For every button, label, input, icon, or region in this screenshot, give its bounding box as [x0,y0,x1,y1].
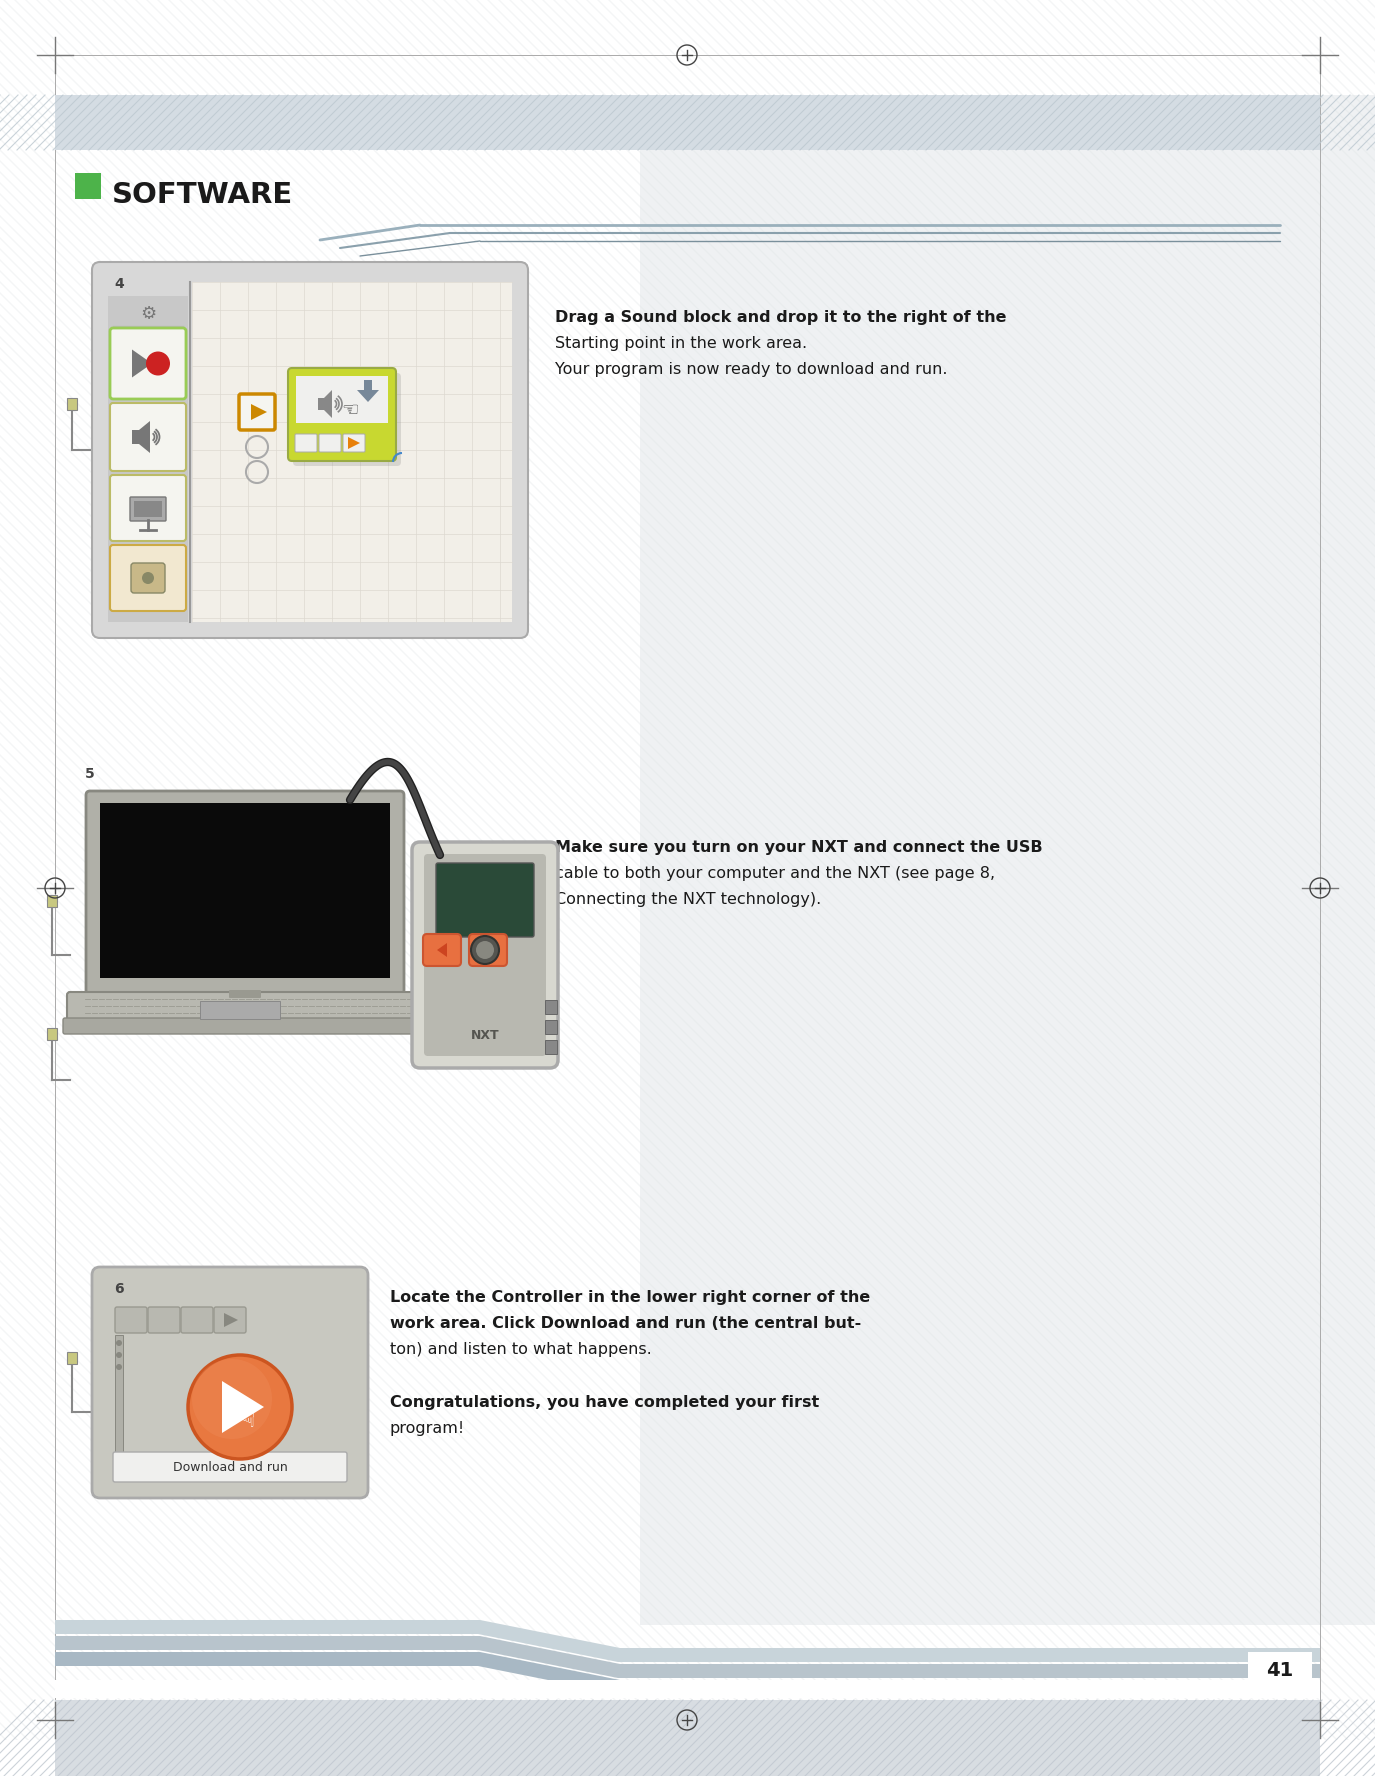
Bar [76,172,100,199]
Text: ☜: ☜ [341,401,359,419]
FancyBboxPatch shape [110,403,186,471]
Polygon shape [221,1382,264,1433]
Text: Starting point in the work area.: Starting point in the work area. [556,336,807,352]
Bar [193,282,512,622]
Text: 6: 6 [114,1282,124,1296]
FancyBboxPatch shape [436,863,534,938]
Text: 41: 41 [1266,1661,1294,1680]
Bar [47,895,56,908]
FancyBboxPatch shape [319,433,341,453]
FancyBboxPatch shape [92,1266,368,1497]
Bar [296,377,388,423]
FancyBboxPatch shape [182,1307,213,1334]
Polygon shape [132,350,153,378]
FancyBboxPatch shape [287,368,396,462]
Polygon shape [132,421,150,453]
Text: NXT: NXT [470,1028,499,1041]
Text: Drag a Sound block and drop it to the right of the: Drag a Sound block and drop it to the ri… [556,311,1006,325]
Bar [544,1000,557,1014]
FancyBboxPatch shape [110,329,186,400]
FancyBboxPatch shape [239,394,275,430]
FancyBboxPatch shape [110,545,186,611]
Circle shape [142,572,154,584]
Bar [0,1740,1375,1776]
FancyBboxPatch shape [296,433,318,453]
FancyBboxPatch shape [424,934,461,966]
FancyBboxPatch shape [412,842,558,1067]
Text: Make sure you turn on your NXT and connect the USB: Make sure you turn on your NXT and conne… [556,840,1042,854]
Polygon shape [55,1652,1320,1694]
Polygon shape [348,437,360,449]
FancyBboxPatch shape [424,854,546,1057]
Bar [199,1002,280,1019]
Bar [47,1028,56,1041]
Circle shape [116,1364,122,1369]
FancyBboxPatch shape [113,1453,346,1481]
Polygon shape [252,403,267,419]
Circle shape [476,941,494,959]
Text: Locate the Controller in the lower right corner of the: Locate the Controller in the lower right… [390,1289,870,1305]
Text: Download and run: Download and run [173,1460,287,1474]
Bar [109,297,188,622]
Bar [116,1336,122,1463]
Text: work area. Click Download and run (the central but-: work area. Click Download and run (the c… [390,1316,861,1330]
Text: ☟: ☟ [241,1410,254,1431]
Text: 5: 5 [85,767,95,781]
FancyBboxPatch shape [131,497,166,520]
Text: cable to both your computer and the NXT (see page 8,: cable to both your computer and the NXT … [556,867,996,881]
Polygon shape [55,1636,1320,1678]
Bar [1248,1652,1312,1684]
FancyBboxPatch shape [110,474,186,542]
Bar [55,94,1320,149]
Circle shape [188,1355,292,1460]
Polygon shape [318,391,331,417]
FancyBboxPatch shape [214,1307,246,1334]
FancyBboxPatch shape [131,563,165,593]
Circle shape [193,1359,272,1439]
Circle shape [116,1341,122,1346]
Circle shape [472,936,499,964]
Text: ton) and listen to what happens.: ton) and listen to what happens. [390,1343,652,1357]
Text: SOFTWARE: SOFTWARE [111,181,293,210]
Polygon shape [358,380,380,401]
Text: Connecting the NXT technology).: Connecting the NXT technology). [556,892,821,908]
Bar [544,1019,557,1034]
FancyBboxPatch shape [469,934,507,966]
Bar [55,1680,1320,1698]
Bar [544,1041,557,1053]
Circle shape [116,1352,122,1359]
FancyBboxPatch shape [116,1307,147,1334]
Bar [67,1352,77,1364]
Bar [133,501,162,517]
Text: 4: 4 [114,277,124,291]
FancyBboxPatch shape [92,263,528,638]
Polygon shape [55,1620,1320,1662]
Text: ⚙: ⚙ [140,305,155,323]
FancyBboxPatch shape [67,993,433,1027]
FancyBboxPatch shape [87,790,404,995]
FancyBboxPatch shape [63,1018,437,1034]
Bar [639,94,1375,1625]
Polygon shape [224,1312,238,1327]
Bar [67,398,77,410]
FancyBboxPatch shape [230,989,261,998]
Circle shape [146,352,170,375]
FancyBboxPatch shape [293,373,402,465]
FancyBboxPatch shape [342,433,364,453]
Polygon shape [437,943,447,957]
Text: Congratulations, you have completed your first: Congratulations, you have completed your… [390,1394,820,1410]
Bar [100,803,390,979]
Bar [55,1700,1320,1776]
FancyBboxPatch shape [148,1307,180,1334]
Text: Your program is now ready to download and run.: Your program is now ready to download an… [556,362,947,377]
Text: program!: program! [390,1421,465,1437]
Polygon shape [483,943,494,957]
